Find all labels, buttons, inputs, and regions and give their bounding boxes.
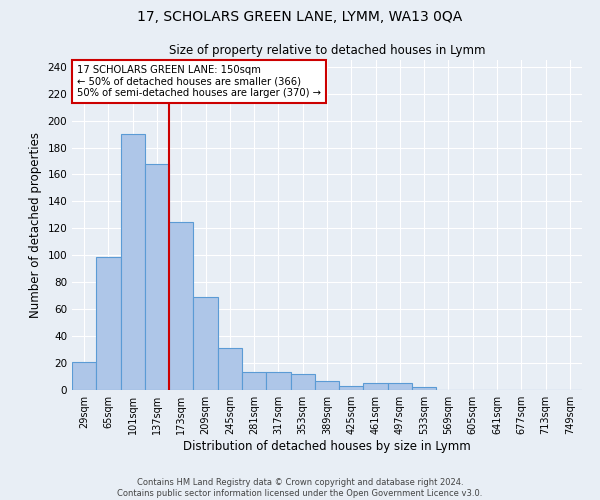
Bar [315, 380, 339, 390]
Bar [242, 372, 266, 390]
Bar [72, 362, 96, 390]
Text: 17 SCHOLARS GREEN LANE: 150sqm
← 50% of detached houses are smaller (366)
50% of: 17 SCHOLARS GREEN LANE: 150sqm ← 50% of … [77, 65, 321, 98]
Y-axis label: Number of detached properties: Number of detached properties [29, 132, 42, 318]
Bar [412, 388, 436, 390]
Title: Size of property relative to detached houses in Lymm: Size of property relative to detached ho… [169, 44, 485, 58]
X-axis label: Distribution of detached houses by size in Lymm: Distribution of detached houses by size … [183, 440, 471, 453]
Bar [218, 348, 242, 390]
Bar [339, 386, 364, 390]
Bar [96, 256, 121, 390]
Bar [169, 222, 193, 390]
Bar [266, 372, 290, 390]
Bar [145, 164, 169, 390]
Bar [388, 384, 412, 390]
Bar [121, 134, 145, 390]
Bar [364, 384, 388, 390]
Bar [290, 374, 315, 390]
Text: 17, SCHOLARS GREEN LANE, LYMM, WA13 0QA: 17, SCHOLARS GREEN LANE, LYMM, WA13 0QA [137, 10, 463, 24]
Text: Contains HM Land Registry data © Crown copyright and database right 2024.
Contai: Contains HM Land Registry data © Crown c… [118, 478, 482, 498]
Bar [193, 297, 218, 390]
